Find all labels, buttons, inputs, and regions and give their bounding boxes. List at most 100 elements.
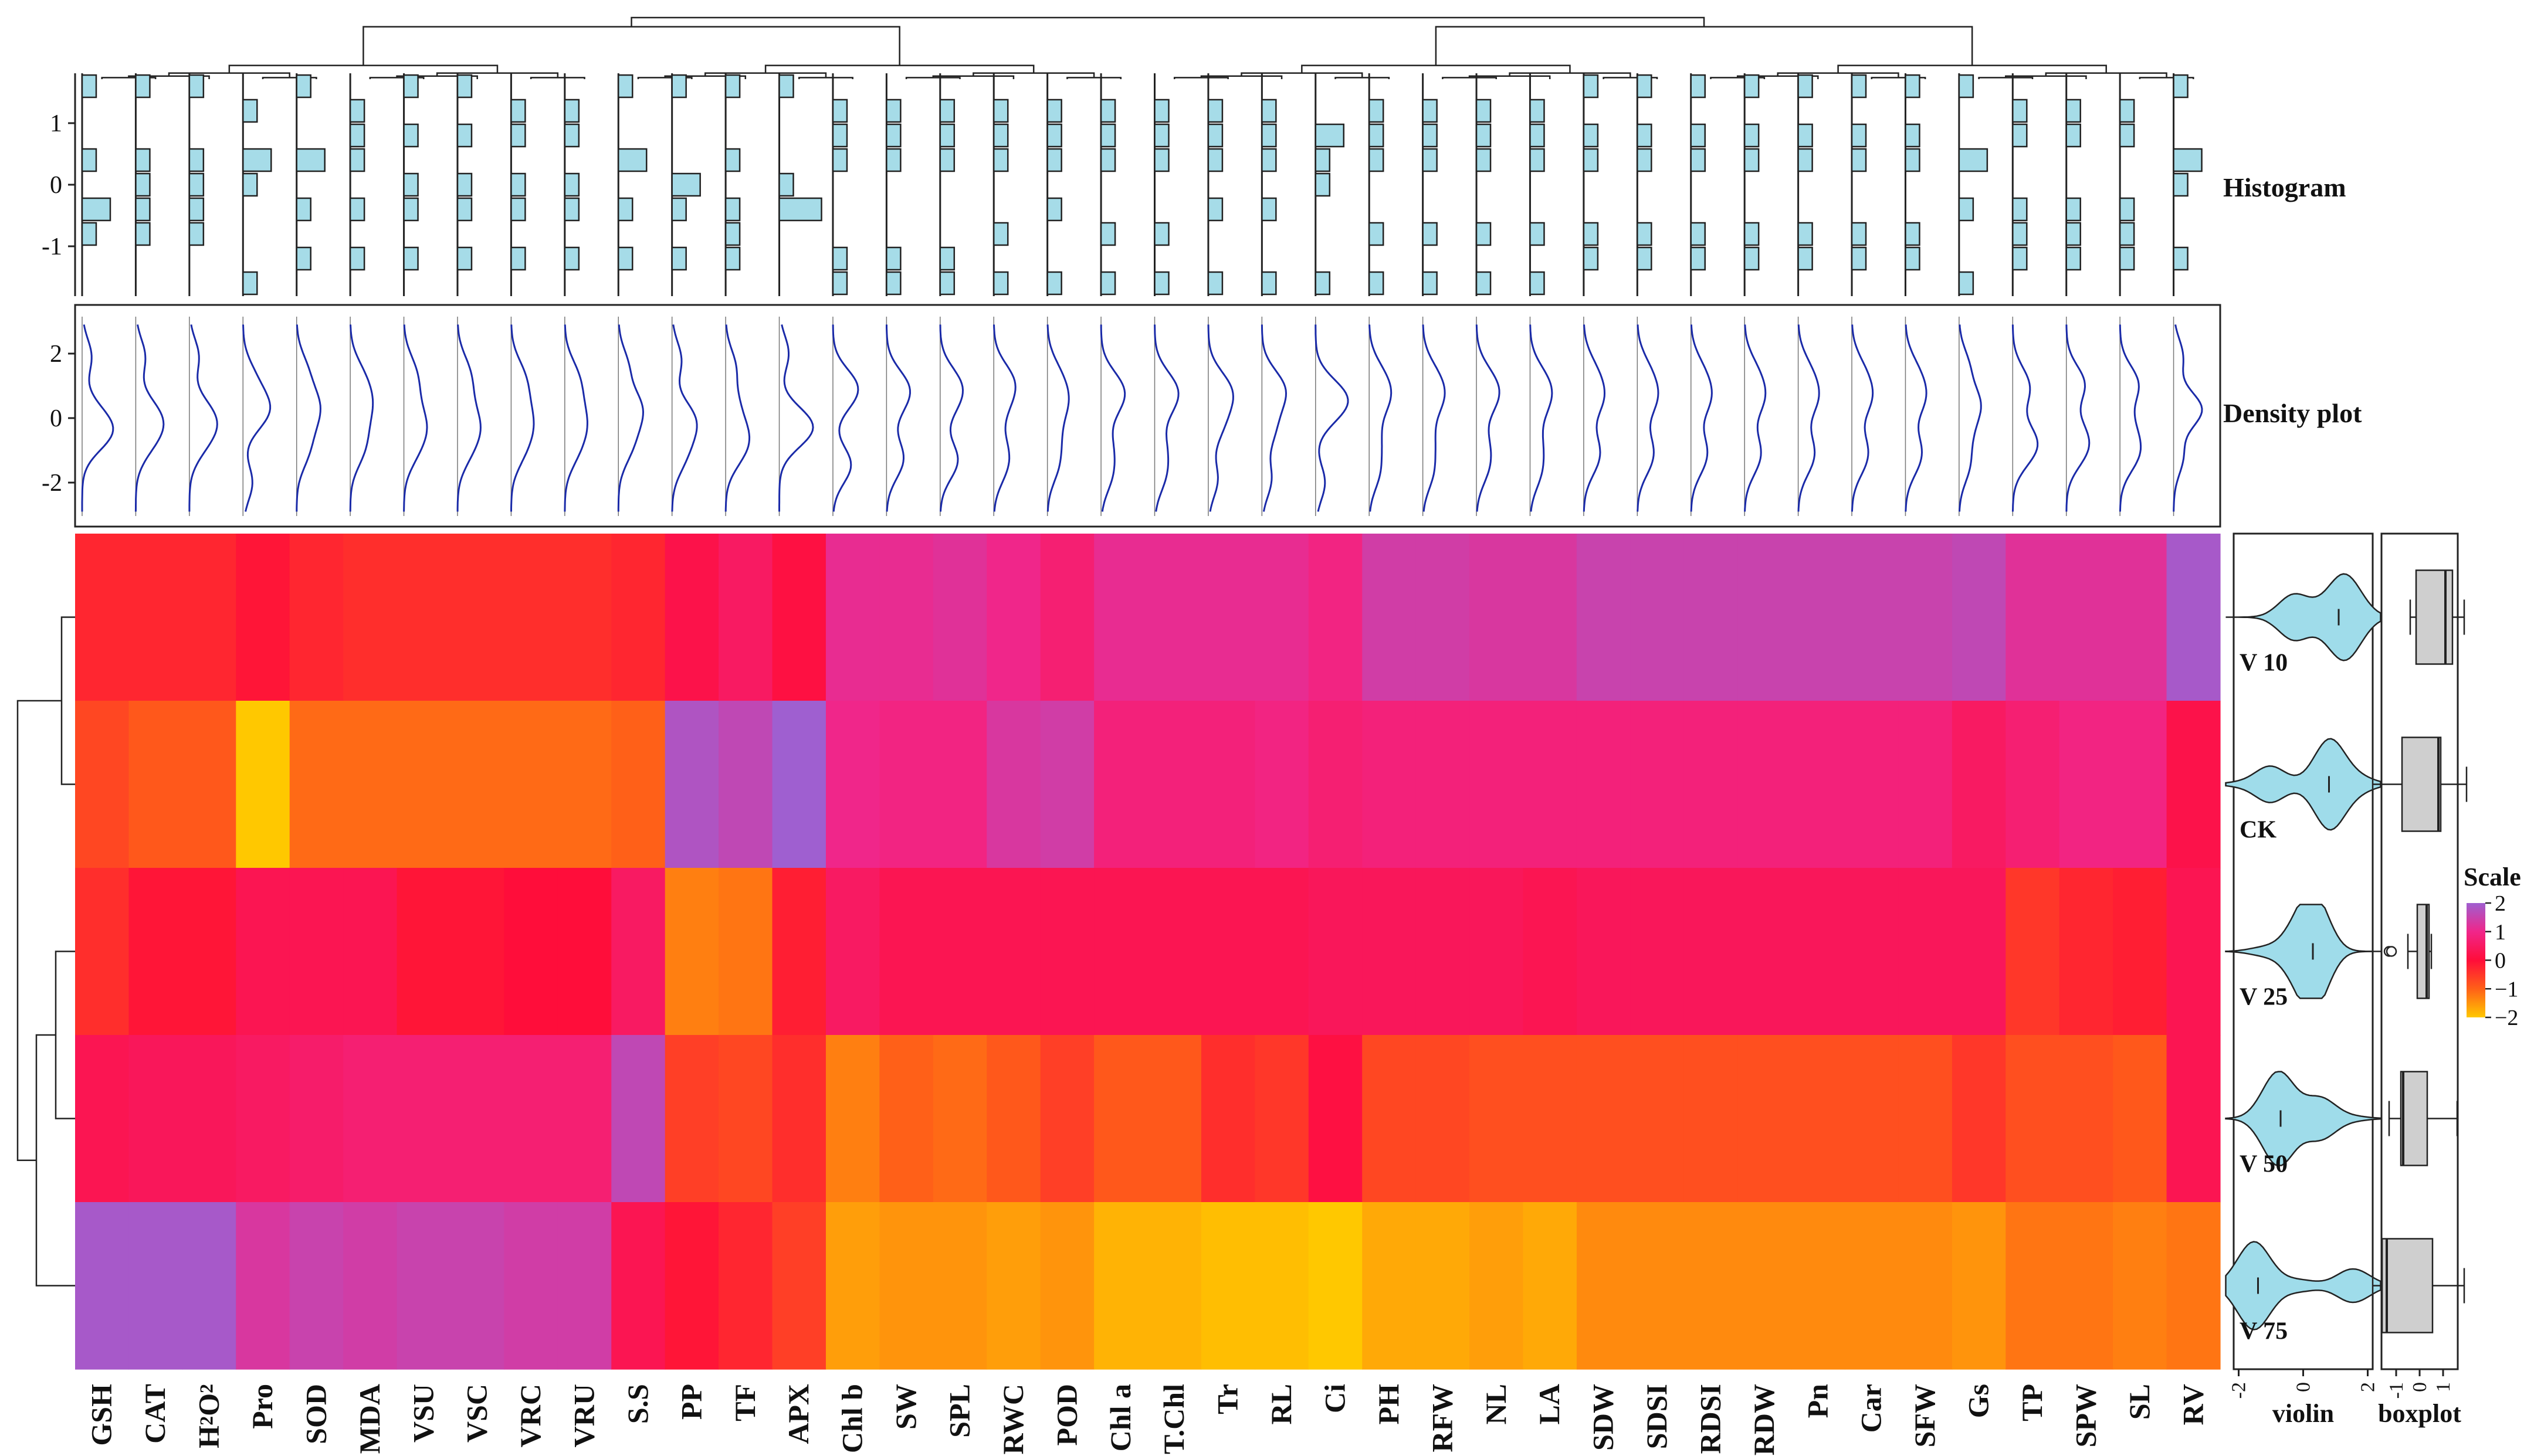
column-label: SPL: [943, 1384, 976, 1438]
boxplot-box: [2415, 569, 2454, 665]
histogram-bar: [618, 148, 648, 172]
histogram-bar: [510, 246, 526, 271]
row-label: CK: [2240, 817, 2276, 844]
heatmap-cell: [825, 534, 880, 701]
boxplot-box: [2381, 1238, 2434, 1333]
dendrogram-branch: [1173, 77, 1229, 79]
heatmap-cell: [1094, 534, 1149, 701]
column-label: Chl a: [1104, 1384, 1137, 1451]
heatmap-cell: [1576, 701, 1631, 868]
histogram-bar: [81, 148, 97, 172]
scale-title: Scale: [2464, 863, 2521, 891]
histogram-bar: [296, 74, 311, 99]
histogram-bar: [1368, 148, 1384, 172]
heatmap-cell: [450, 1035, 504, 1203]
histogram-bar: [1315, 271, 1331, 296]
histogram-bar: [1046, 197, 1062, 222]
heatmap-cell: [987, 534, 1041, 701]
histogram-bar: [135, 197, 151, 222]
violin-panel: V 10 CK V 25 V 50 V 75 -2 0 2 violin: [2225, 532, 2381, 1428]
heatmap-cell: [557, 868, 612, 1036]
histogram-bar: [242, 148, 272, 172]
density-curve: [134, 324, 165, 512]
density-curve: [1154, 324, 1180, 512]
heatmap-cell: [504, 534, 558, 701]
histogram-bar: [1958, 197, 1974, 222]
histogram-bar: [1315, 123, 1345, 148]
column-label: H2O2: [192, 1384, 225, 1448]
heatmap-cell: [1898, 1202, 1953, 1370]
heatmap-cell: [1094, 1202, 1149, 1370]
histogram-bar: [1905, 222, 1920, 246]
heatmap-cell: [1201, 1035, 1255, 1203]
column-label: S.S: [621, 1384, 654, 1424]
boxplot-tick-label: 1: [2433, 1382, 2454, 1392]
heatmap-cell: [611, 701, 666, 868]
histogram-bar: [403, 123, 419, 148]
column-label: VSU: [406, 1384, 439, 1443]
heatmap-cell: [557, 701, 612, 868]
histogram-bar: [1958, 74, 1974, 99]
histogram-bar: [1368, 271, 1384, 296]
density-curve: [1529, 324, 1553, 512]
heatmap-cell: [1523, 1202, 1577, 1370]
histogram-bar: [2173, 74, 2189, 99]
heatmap-cell: [772, 534, 826, 701]
density-curve: [671, 324, 698, 512]
histogram-bar: [564, 246, 580, 271]
histogram-title: Histogram: [2223, 172, 2346, 202]
column-label: MDA: [353, 1384, 386, 1454]
heatmap-cell: [128, 868, 183, 1036]
heatmap-cell: [1523, 868, 1577, 1036]
heatmap-cell: [1362, 701, 1417, 868]
column-label: VRU: [568, 1384, 601, 1447]
heatmap-cell: [289, 701, 344, 868]
heatmap-cell: [1255, 534, 1309, 701]
heatmap-cell: [1147, 701, 1202, 868]
heatmap-cell: [1737, 701, 1792, 868]
histogram-bar: [1583, 74, 1599, 99]
histogram-bar: [403, 172, 419, 197]
histogram-bar: [1637, 246, 1652, 271]
heatmap-cell: [1630, 701, 1685, 868]
heatmap-cell: [182, 1035, 236, 1203]
heatmap-cell: [1415, 1202, 1470, 1370]
histogram-bar: [188, 197, 205, 222]
heatmap-cell: [1576, 534, 1631, 701]
dendrogram-branch: [1066, 77, 1122, 79]
histogram-bar: [456, 74, 473, 99]
density-curve: [778, 324, 814, 512]
heatmap-cell: [1898, 701, 1953, 868]
density-curve: [242, 324, 272, 512]
histogram-bar: [1797, 74, 1813, 99]
density-curve: [188, 324, 218, 512]
histogram-bar: [1100, 222, 1116, 246]
heatmap-cell: [1845, 701, 1899, 868]
density-curve: [1797, 324, 1820, 512]
density-curve: [2173, 324, 2203, 512]
histogram-bar: [778, 74, 794, 99]
histogram-bar: [1046, 148, 1062, 172]
heatmap-cell: [719, 868, 773, 1036]
histogram-panel: 1 0 -1: [42, 73, 2203, 296]
heatmap-cell: [1147, 534, 1202, 701]
boxplot-tick-label: 0: [2409, 1382, 2431, 1392]
density-curve: [349, 324, 374, 512]
histogram-bar: [1743, 222, 1760, 246]
heatmap-cell: [557, 1202, 612, 1370]
heatmap-cell: [1576, 1202, 1631, 1370]
heatmap-cell: [933, 1202, 987, 1370]
density-curve: [939, 324, 964, 512]
histogram-bar: [1583, 148, 1599, 172]
heatmap-cell: [1308, 701, 1363, 868]
heatmap-cell: [1683, 1202, 1738, 1370]
histogram-bar: [188, 74, 205, 99]
histogram-bar: [349, 197, 365, 222]
heatmap-cell: [1415, 1035, 1470, 1203]
heatmap-cell: [825, 1035, 880, 1203]
heatmap-cell: [2166, 701, 2221, 868]
column-label: SPW: [2069, 1384, 2102, 1447]
heatmap-cell: [236, 534, 290, 701]
heatmap-cell: [397, 701, 451, 868]
heatmap-cell: [128, 1202, 183, 1370]
